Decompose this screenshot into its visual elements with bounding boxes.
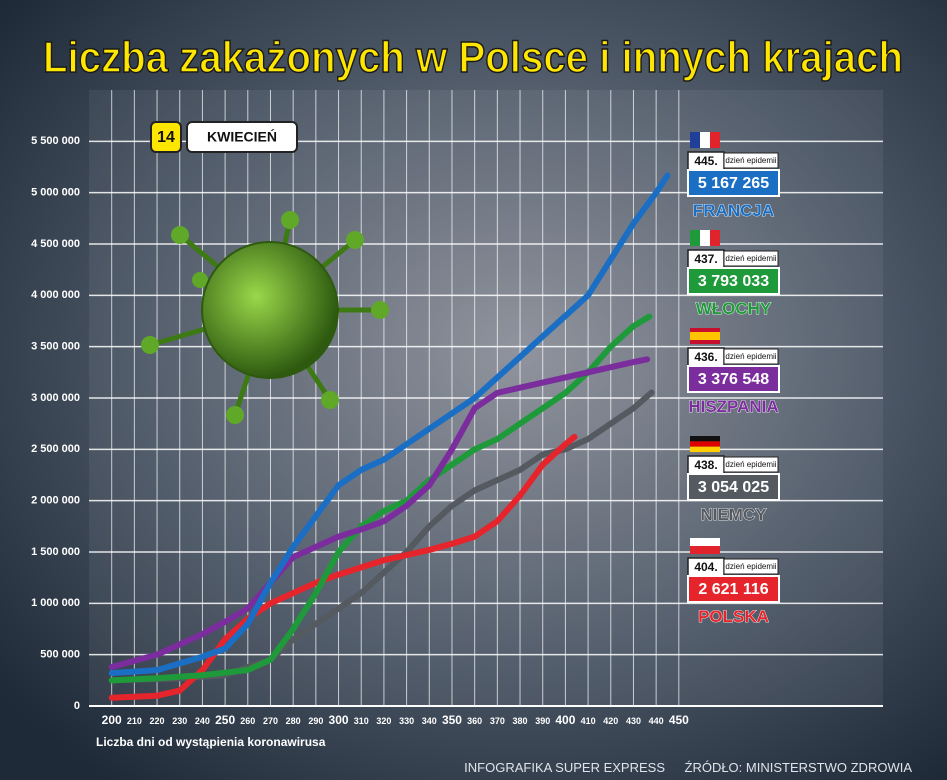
flag xyxy=(690,436,720,442)
x-tick-label: 280 xyxy=(286,716,301,726)
x-tick-label: 300 xyxy=(329,713,349,727)
y-tick-label: 5 000 000 xyxy=(31,187,80,199)
legend-label: NIEMCY xyxy=(700,505,767,524)
date-day: 14 xyxy=(157,129,175,146)
x-tick-label: 430 xyxy=(626,716,641,726)
x-tick-label: 220 xyxy=(150,716,165,726)
flag xyxy=(690,132,700,148)
y-tick-label: 3 500 000 xyxy=(31,341,80,353)
day-caption: dzień epidemii xyxy=(725,460,776,469)
day-caption: dzień epidemii xyxy=(725,352,776,361)
x-tick-label: 360 xyxy=(467,716,482,726)
value-box xyxy=(687,575,780,603)
flag xyxy=(690,340,720,344)
y-tick-label: 1 000 000 xyxy=(31,597,80,609)
series-line xyxy=(108,433,578,701)
date-month: KWIECIEŃ xyxy=(207,129,277,145)
value-box xyxy=(687,169,780,197)
series-line xyxy=(108,172,671,677)
value-label: 3 793 033 xyxy=(698,273,769,290)
y-tick-label: 500 000 xyxy=(40,649,80,661)
flag xyxy=(690,332,720,340)
x-tick-label: 340 xyxy=(422,716,437,726)
value-box xyxy=(687,267,780,295)
y-tick-label: 4 000 000 xyxy=(31,289,80,301)
caption-box xyxy=(723,558,779,575)
epidemic-day: 404. xyxy=(694,560,717,574)
x-tick-label: 420 xyxy=(603,716,618,726)
x-tick-label: 350 xyxy=(442,713,462,727)
day-caption: dzień epidemii xyxy=(725,254,776,263)
legend-label: WŁOCHY xyxy=(696,299,772,318)
series-line xyxy=(108,313,653,684)
x-tick-label: 400 xyxy=(555,713,575,727)
epidemic-day: 436. xyxy=(694,350,717,364)
x-tick-label: 370 xyxy=(490,716,505,726)
legend: 445. dzień epidemii 5 167 265 FRANCJA 437. dz… xyxy=(687,132,780,626)
flag xyxy=(690,546,720,554)
y-tick-label: 2 000 000 xyxy=(31,495,80,507)
flag xyxy=(700,230,710,246)
legend-label: HISZPANIA xyxy=(688,397,778,416)
x-tick-label: 410 xyxy=(581,716,596,726)
caption-box xyxy=(723,456,779,473)
x-axis-label: Liczba dni od wystąpienia koronawirusa xyxy=(96,735,326,749)
value-label: 5 167 265 xyxy=(698,175,769,192)
x-tick-label: 260 xyxy=(240,716,255,726)
flag xyxy=(710,132,720,148)
flag xyxy=(690,230,700,246)
epidemic-day: 437. xyxy=(694,252,717,266)
x-tick-label: 310 xyxy=(354,716,369,726)
flag xyxy=(690,446,720,453)
y-tick-label: 4 500 000 xyxy=(31,238,80,250)
caption-box xyxy=(723,250,779,267)
day-caption: dzień epidemii xyxy=(725,562,776,571)
flag xyxy=(710,230,720,246)
value-label: 3 054 025 xyxy=(698,479,769,496)
value-box xyxy=(687,473,780,501)
x-tick-label: 250 xyxy=(215,713,235,727)
x-tick-label: 390 xyxy=(535,716,550,726)
flag xyxy=(690,441,720,447)
x-tick-label: 290 xyxy=(308,716,323,726)
caption-box xyxy=(723,348,779,365)
epidemic-day: 445. xyxy=(694,154,717,168)
virus-illustration xyxy=(141,211,389,424)
series-line xyxy=(108,356,651,670)
y-tick-label: 3 000 000 xyxy=(31,392,80,404)
x-tick-label: 230 xyxy=(172,716,187,726)
day-caption: dzień epidemii xyxy=(725,156,776,165)
flag xyxy=(690,538,720,546)
x-tick-label: 380 xyxy=(513,716,528,726)
value-box xyxy=(687,365,780,393)
footer-source: ŹRÓDŁO: MINISTERSTWO ZDROWIA xyxy=(685,760,913,775)
x-tick-label: 270 xyxy=(263,716,278,726)
value-label: 3 376 548 xyxy=(698,371,769,388)
epidemic-day: 438. xyxy=(694,458,717,472)
x-tick-label: 200 xyxy=(102,713,122,727)
x-tick-label: 240 xyxy=(195,716,210,726)
legend-label: POLSKA xyxy=(698,607,769,626)
legend-label: FRANCJA xyxy=(693,201,774,220)
y-tick-label: 0 xyxy=(74,700,80,712)
y-tick-label: 2 500 000 xyxy=(31,443,80,455)
y-tick-label: 1 500 000 xyxy=(31,546,80,558)
date-day-box xyxy=(150,121,182,153)
flag xyxy=(690,328,720,332)
date-month-box xyxy=(186,121,298,153)
x-tick-label: 330 xyxy=(399,716,414,726)
value-label: 2 621 116 xyxy=(698,581,768,598)
chart-title: Liczba zakażonych w Polsce i innych kraj… xyxy=(43,33,903,82)
x-tick-label: 440 xyxy=(649,716,664,726)
flag xyxy=(700,132,710,148)
caption-box xyxy=(723,152,779,169)
x-tick-label: 450 xyxy=(669,713,689,727)
x-tick-label: 320 xyxy=(376,716,391,726)
footer-credit: INFOGRAFIKA SUPER EXPRESS xyxy=(464,760,665,775)
x-tick-label: 210 xyxy=(127,716,142,726)
y-tick-label: 5 500 000 xyxy=(31,135,80,147)
